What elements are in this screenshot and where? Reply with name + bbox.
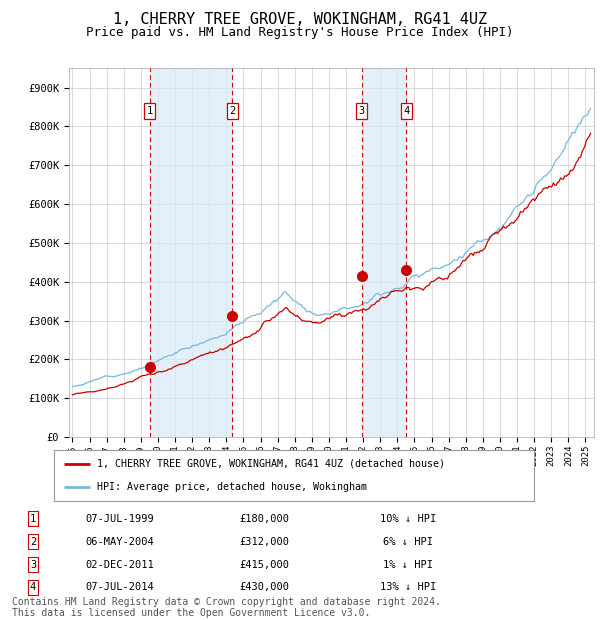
Text: 1: 1: [30, 513, 36, 524]
Text: £180,000: £180,000: [239, 513, 289, 524]
Bar: [362, 68, 406, 437]
Text: 1: 1: [146, 106, 153, 116]
Text: 02-DEC-2011: 02-DEC-2011: [86, 559, 154, 570]
Text: HPI: Average price, detached house, Wokingham: HPI: Average price, detached house, Woki…: [97, 482, 367, 492]
Text: £430,000: £430,000: [239, 582, 289, 593]
Text: Price paid vs. HM Land Registry's House Price Index (HPI): Price paid vs. HM Land Registry's House …: [86, 26, 514, 39]
Text: 1, CHERRY TREE GROVE, WOKINGHAM, RG41 4UZ (detached house): 1, CHERRY TREE GROVE, WOKINGHAM, RG41 4U…: [97, 459, 445, 469]
Text: 4: 4: [403, 106, 409, 116]
Text: 06-MAY-2004: 06-MAY-2004: [86, 536, 154, 547]
Text: £415,000: £415,000: [239, 559, 289, 570]
Text: 2: 2: [229, 106, 235, 116]
Text: 1% ↓ HPI: 1% ↓ HPI: [383, 559, 433, 570]
Text: 13% ↓ HPI: 13% ↓ HPI: [380, 582, 436, 593]
Bar: [150, 68, 232, 437]
Text: 3: 3: [359, 106, 365, 116]
Text: 07-JUL-2014: 07-JUL-2014: [86, 582, 154, 593]
Text: Contains HM Land Registry data © Crown copyright and database right 2024.
This d: Contains HM Land Registry data © Crown c…: [12, 596, 441, 618]
Text: £312,000: £312,000: [239, 536, 289, 547]
Text: 1, CHERRY TREE GROVE, WOKINGHAM, RG41 4UZ: 1, CHERRY TREE GROVE, WOKINGHAM, RG41 4U…: [113, 12, 487, 27]
Text: 3: 3: [30, 559, 36, 570]
Text: 2: 2: [30, 536, 36, 547]
Text: 4: 4: [30, 582, 36, 593]
Text: 6% ↓ HPI: 6% ↓ HPI: [383, 536, 433, 547]
Text: 07-JUL-1999: 07-JUL-1999: [86, 513, 154, 524]
Text: 10% ↓ HPI: 10% ↓ HPI: [380, 513, 436, 524]
